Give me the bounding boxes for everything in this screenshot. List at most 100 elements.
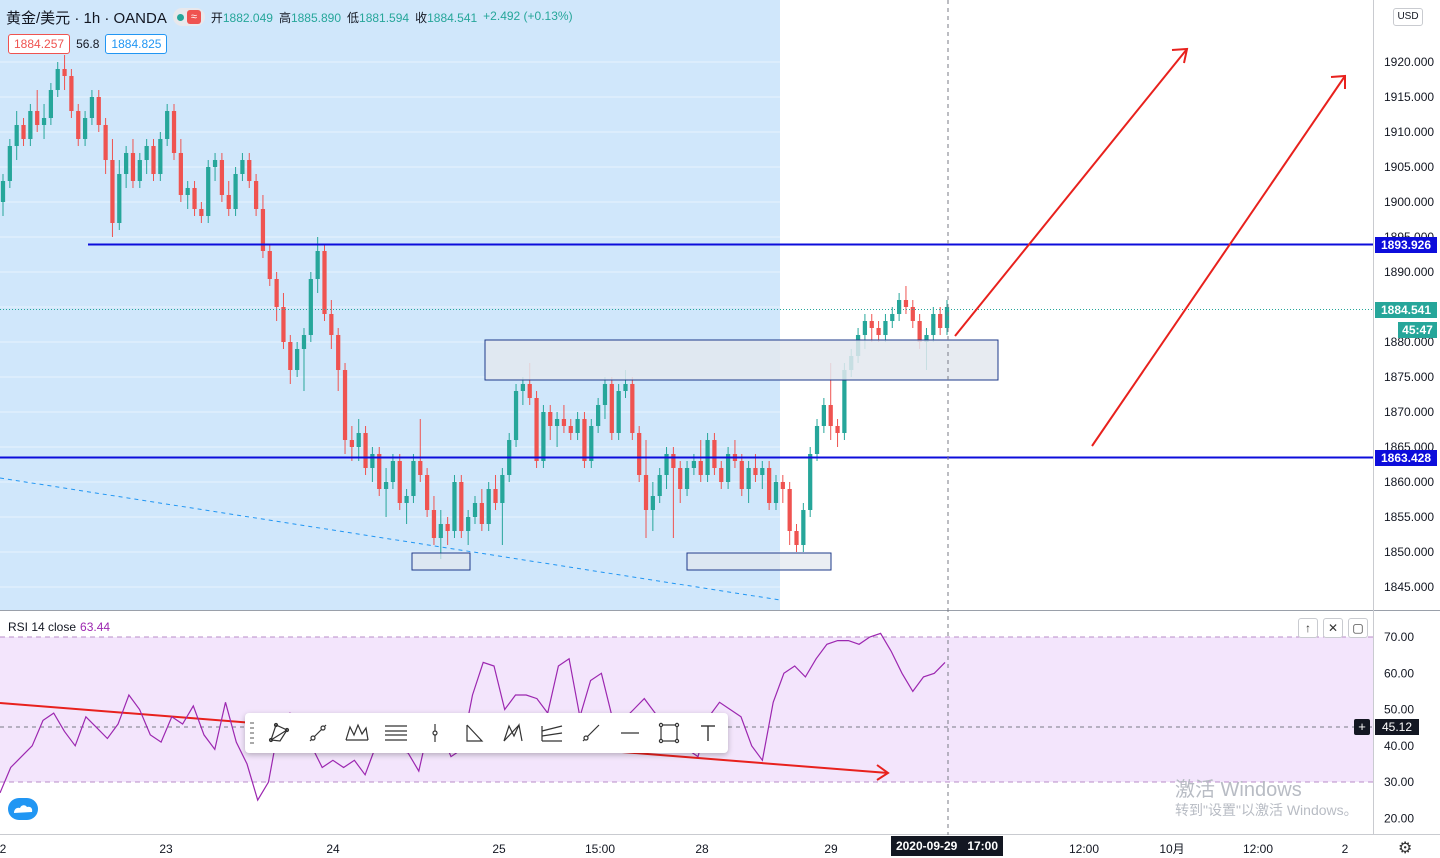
price-tick-label: 1850.000 bbox=[1384, 545, 1434, 559]
candle-up bbox=[144, 139, 149, 174]
candle-body bbox=[931, 314, 936, 335]
low-field: 低1881.594 bbox=[347, 10, 410, 25]
candle-down bbox=[903, 286, 909, 314]
maximize-pane-button[interactable]: ▢ bbox=[1348, 618, 1368, 638]
tradingview-logo-icon[interactable] bbox=[8, 798, 38, 820]
candle-down bbox=[219, 153, 225, 202]
candle-down bbox=[336, 328, 341, 391]
candle-body bbox=[96, 97, 101, 125]
buy-price-button[interactable]: 1884.825 bbox=[105, 34, 168, 54]
candle-down bbox=[780, 475, 785, 503]
candle-up bbox=[500, 468, 505, 545]
text-icon[interactable] bbox=[688, 713, 727, 753]
fib-levels-icon[interactable] bbox=[376, 713, 415, 753]
candle-down bbox=[178, 139, 183, 202]
candle-body bbox=[438, 524, 443, 538]
candle-up bbox=[808, 447, 813, 517]
abcd-pattern-icon[interactable] bbox=[454, 713, 493, 753]
candle-body bbox=[623, 384, 628, 391]
time-axis[interactable]: 2 23 24 25 15:00 28 29 12:00 10月 12:00 2 bbox=[0, 842, 1349, 856]
candle-up bbox=[240, 153, 245, 181]
triangle-pattern-icon[interactable] bbox=[259, 713, 298, 753]
candle-body bbox=[814, 426, 820, 454]
resistance-zone[interactable] bbox=[484, 339, 999, 381]
candle-down bbox=[712, 433, 717, 475]
candle-down bbox=[76, 104, 81, 146]
candle-body bbox=[301, 335, 307, 349]
candle-down bbox=[630, 377, 635, 440]
candle-up bbox=[438, 510, 443, 559]
time-tick-label: 12:00 bbox=[1243, 842, 1273, 856]
toolbar-drag-handle[interactable] bbox=[245, 713, 259, 753]
candle-body bbox=[178, 153, 183, 195]
candle-down bbox=[637, 426, 642, 482]
support-price-label: 1863.428 bbox=[1375, 450, 1437, 466]
candle-body bbox=[130, 153, 136, 181]
candle-up bbox=[541, 405, 546, 468]
candle-body bbox=[383, 482, 389, 489]
candle-body bbox=[568, 426, 573, 433]
trend-line-icon[interactable] bbox=[298, 713, 337, 753]
candle-body bbox=[89, 97, 95, 118]
candle-down bbox=[62, 55, 67, 90]
horizontal-ray-icon[interactable] bbox=[610, 713, 649, 753]
candle-down bbox=[21, 118, 26, 146]
market-status-badge[interactable]: ≈ bbox=[172, 8, 205, 26]
candle-body bbox=[527, 384, 532, 398]
rsi-tick-label: 40.00 bbox=[1384, 739, 1414, 753]
support-zone-right[interactable] bbox=[686, 552, 832, 571]
candle-body bbox=[199, 209, 204, 216]
pitchfork-icon[interactable] bbox=[532, 713, 571, 753]
candle-down bbox=[479, 489, 484, 531]
candle-body bbox=[171, 111, 177, 153]
candle-up bbox=[596, 398, 601, 433]
candle-body bbox=[267, 251, 272, 279]
candle-up bbox=[896, 293, 902, 321]
candle-body bbox=[377, 454, 382, 489]
ray-line-icon[interactable] bbox=[571, 713, 610, 753]
dashed-trend-line[interactable] bbox=[0, 477, 781, 601]
candle-down bbox=[253, 174, 259, 216]
candle-down bbox=[787, 482, 792, 545]
candle-down bbox=[192, 181, 197, 216]
settings-gear-icon[interactable]: ⚙ bbox=[1398, 840, 1413, 857]
rsi-title[interactable]: RSI 14 close bbox=[8, 620, 77, 634]
elliott-wave-icon[interactable] bbox=[337, 713, 376, 753]
candle-body bbox=[876, 328, 881, 335]
currency-label[interactable]: USD bbox=[1393, 8, 1423, 26]
price-tick-label: 1855.000 bbox=[1384, 510, 1434, 524]
candle-up bbox=[520, 377, 526, 405]
candle-down bbox=[835, 419, 840, 447]
candle-up bbox=[513, 384, 519, 447]
bullish-arrow-near[interactable] bbox=[954, 47, 1189, 337]
sell-price-button[interactable]: 1884.257 bbox=[8, 34, 71, 54]
candle-body bbox=[117, 174, 122, 223]
rsi-current-value: 63.44 bbox=[80, 620, 111, 634]
bullish-arrow-far[interactable] bbox=[1091, 74, 1346, 447]
rsi-axis[interactable]: 70.00 60.00 50.00 40.00 30.00 20.00 bbox=[1384, 630, 1414, 825]
time-tick-label: 12:00 bbox=[1069, 842, 1099, 856]
candle-down bbox=[226, 181, 231, 216]
price-tick-label: 1905.000 bbox=[1384, 160, 1434, 174]
rectangle-icon[interactable] bbox=[649, 713, 688, 753]
close-pane-button[interactable]: ✕ bbox=[1323, 618, 1343, 638]
candle-body bbox=[21, 125, 26, 139]
candle-down bbox=[69, 69, 74, 118]
candle-body bbox=[62, 69, 67, 76]
candle-body bbox=[554, 419, 560, 426]
bid-ask-panel: 1884.257 56.8 1884.825 bbox=[8, 34, 168, 54]
candle-down bbox=[609, 377, 614, 440]
rsi-crosshair-plus-button[interactable]: + bbox=[1354, 719, 1370, 735]
symbol-title[interactable]: 黄金/美元 · 1h · OANDA bbox=[6, 9, 167, 27]
candle-up bbox=[602, 377, 608, 419]
candle-body bbox=[459, 482, 464, 531]
candle-body bbox=[643, 475, 649, 510]
move-pane-up-button[interactable]: ↑ bbox=[1298, 618, 1318, 638]
vertical-line-icon[interactable] bbox=[415, 713, 454, 753]
candle-up bbox=[814, 419, 820, 461]
xabcd-pattern-icon[interactable] bbox=[493, 713, 532, 753]
candle-up bbox=[89, 90, 95, 125]
candle-body bbox=[616, 391, 621, 433]
support-zone-left[interactable] bbox=[411, 552, 471, 571]
